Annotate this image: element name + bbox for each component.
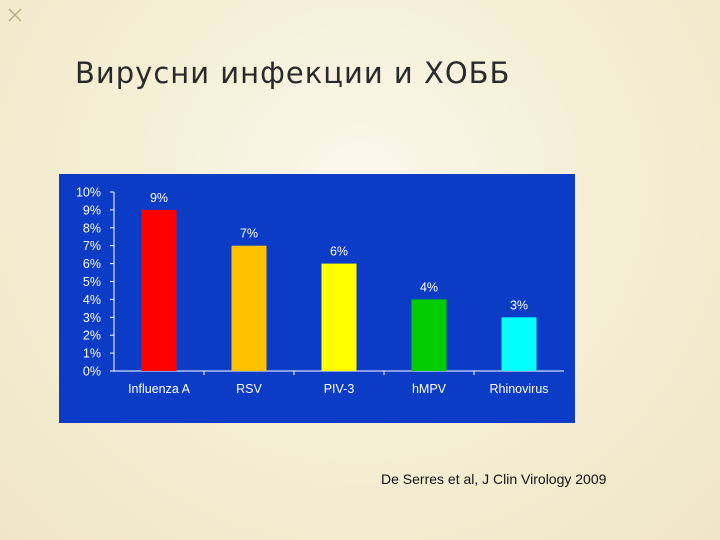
y-tick-label: 5% [83,275,101,289]
y-tick-label: 1% [83,347,101,361]
citation: De Serres et al, J Clin Virology 2009 [381,471,607,487]
category-label: PIV-3 [324,382,355,396]
bar-influenza-a [141,209,177,371]
y-tick-label: 9% [83,203,101,217]
data-label: 7% [240,227,258,241]
y-tick-label: 8% [83,221,101,235]
slide-title: Вирусни инфекции и ХОББ [75,56,511,90]
bar-rsv [231,245,267,371]
y-tick-label: 3% [83,311,101,325]
data-label: 6% [330,245,348,259]
bar-chart: 0% 1% 2% 3% 4% 5% 6% 7% 8% 9% 10% 9% Influenza A 7% RS… [59,174,575,423]
corner-cross-icon [8,8,22,22]
data-label: 9% [150,191,168,205]
category-label: Influenza A [128,382,191,396]
y-tick-label: 7% [83,239,101,253]
bar-rhinovirus [501,317,537,371]
y-tick-label: 4% [83,293,101,307]
y-tick-label: 10% [76,186,101,200]
category-label: Rhinovirus [489,382,548,396]
category-label: RSV [236,382,262,396]
bar-piv-3 [321,263,357,371]
data-label: 4% [420,280,438,294]
category-label: hMPV [412,382,447,396]
y-tick-label: 2% [83,329,101,343]
y-tick-label: 6% [83,257,101,271]
y-tick-label: 0% [83,365,101,379]
chart-svg: 0% 1% 2% 3% 4% 5% 6% 7% 8% 9% 10% 9% Influenza A 7% RS… [59,174,575,423]
bar-hmpv [411,299,447,371]
data-label: 3% [510,298,528,312]
